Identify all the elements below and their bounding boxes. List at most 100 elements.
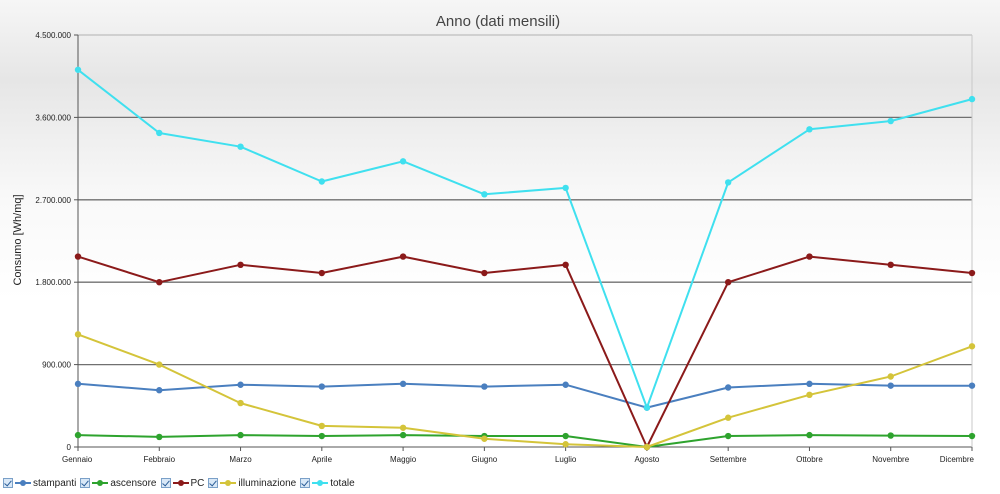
x-tick-label: Dicembre [940, 455, 975, 464]
data-point [399, 158, 407, 165]
data-point [887, 261, 894, 269]
data-point [399, 253, 407, 260]
checkbox-icon[interactable] [160, 478, 171, 488]
series-line [77, 434, 973, 448]
data-point [318, 422, 326, 430]
data-point [399, 431, 407, 439]
data-point [724, 384, 732, 391]
data-point [156, 279, 163, 286]
legend-swatch-icon [312, 479, 329, 487]
axes [77, 35, 973, 448]
legend-item-ascensore[interactable]: ascensore [80, 477, 157, 489]
data-point [643, 443, 651, 451]
data-point [74, 431, 82, 439]
legend-swatch-icon [220, 479, 237, 487]
series-line [77, 69, 973, 409]
data-point [724, 432, 732, 440]
checkbox-icon[interactable] [208, 478, 219, 488]
data-point [887, 117, 894, 125]
x-tick-label: Giugno [471, 455, 497, 464]
data-point [806, 431, 813, 439]
legend-swatch-icon [172, 479, 189, 487]
checkbox-icon[interactable] [300, 478, 311, 488]
data-point [887, 373, 894, 380]
data-point [156, 387, 163, 394]
data-point [237, 381, 244, 388]
data-point [481, 383, 488, 390]
data-point [74, 331, 82, 338]
x-tick-label: Maggio [390, 455, 417, 464]
series-lines [74, 66, 976, 451]
legend-label: PC [190, 477, 205, 489]
data-point [968, 432, 976, 440]
x-tick-label: Agosto [634, 455, 659, 464]
y-tick-label: 3.600.000 [35, 113, 71, 122]
checkbox-icon[interactable] [3, 478, 13, 488]
legend-label: stampanti [33, 477, 77, 489]
checkbox-icon[interactable] [80, 478, 91, 488]
y-tick-label: 900.000 [42, 361, 71, 370]
data-point [562, 184, 569, 192]
data-point [156, 129, 163, 137]
data-point [724, 179, 732, 186]
legend-label: illuminazione [238, 477, 297, 489]
y-axis-ticks: 0 900.000 1.800.000 2.700.000 3.600.000 4.500… [35, 31, 78, 452]
y-tick-label: 1.800.000 [35, 278, 71, 287]
x-tick-label: Aprile [312, 455, 333, 464]
data-point [74, 380, 82, 388]
data-point [74, 66, 82, 73]
x-tick-label: Ottobre [796, 455, 823, 464]
data-point [237, 399, 244, 407]
legend-label: ascensore [110, 477, 157, 489]
legend-item-illuminazione[interactable]: illuminazione [208, 478, 296, 489]
y-axis-label: Consumo [Wh/mq] [12, 194, 24, 285]
legend-item-stampanti[interactable]: stampanti [3, 478, 76, 489]
data-point [318, 269, 326, 277]
data-point [318, 383, 326, 390]
data-point [643, 404, 651, 411]
data-point [968, 269, 976, 277]
legend-label: totale [330, 477, 355, 489]
x-tick-label: Marzo [229, 455, 252, 464]
series-line [77, 255, 973, 448]
data-point [74, 253, 82, 260]
grid-lines [78, 34, 972, 366]
series-line [77, 382, 972, 409]
x-tick-label: Luglio [555, 455, 577, 464]
data-point [399, 424, 407, 431]
y-tick-label: 2.700.000 [35, 196, 71, 205]
data-point [968, 95, 976, 103]
data-point [481, 269, 488, 277]
data-point [318, 178, 326, 185]
legend: stampanti ascensore PC illuminazione totale [3, 475, 359, 491]
series-totale [74, 66, 976, 411]
legend-swatch-icon [15, 479, 31, 487]
data-point [724, 414, 732, 421]
data-point [481, 435, 488, 442]
data-point [562, 261, 569, 269]
data-point [156, 433, 163, 441]
data-point [399, 380, 407, 388]
data-point [806, 380, 813, 388]
data-point [968, 343, 976, 350]
y-tick-label: 4.500.000 [35, 31, 71, 40]
data-point [968, 382, 976, 389]
series-line [77, 333, 973, 448]
chart-title: Anno (dati mensili) [436, 13, 560, 30]
legend-item-totale[interactable]: totale [300, 477, 355, 489]
data-point [562, 441, 569, 448]
data-point [562, 381, 569, 388]
data-point [887, 432, 894, 439]
x-tick-label: Settembre [710, 455, 747, 464]
data-point [481, 191, 488, 198]
data-point [806, 253, 813, 260]
data-point [156, 361, 163, 368]
x-tick-label: Novembre [872, 455, 909, 464]
y-tick-label: 0 [67, 443, 72, 452]
legend-item-PC[interactable]: PC [160, 477, 205, 489]
data-point [806, 391, 813, 399]
data-point [562, 432, 569, 440]
data-point [237, 431, 244, 439]
data-point [237, 261, 244, 269]
